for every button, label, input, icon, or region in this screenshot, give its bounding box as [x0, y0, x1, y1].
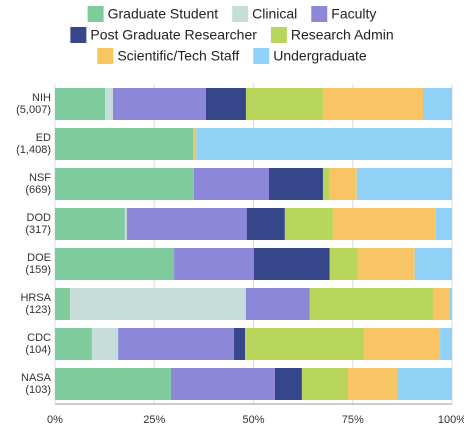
- legend-label: Scientific/Tech Staff: [117, 48, 239, 64]
- bar-segment: [440, 328, 452, 360]
- legend-label: Research Admin: [291, 27, 394, 43]
- bar-segment: [398, 368, 452, 400]
- bar-segment: [322, 88, 424, 120]
- bar-segment: [268, 168, 323, 200]
- bar-segment: [234, 328, 246, 360]
- bar-segment: [357, 248, 415, 280]
- bar-segment: [174, 248, 254, 280]
- category-label: (123): [25, 304, 51, 316]
- x-tick-label: 0%: [47, 414, 63, 426]
- bar-segment: [329, 248, 358, 280]
- category-label: HRSA: [20, 292, 51, 304]
- category-label: NIH: [32, 92, 51, 104]
- bar-segment: [328, 168, 357, 200]
- bar-segment: [246, 208, 285, 240]
- legend-label: Graduate Student: [108, 6, 219, 22]
- legend-swatch: [97, 48, 114, 64]
- category-label: (104): [25, 344, 51, 356]
- legend-label: Faculty: [331, 6, 376, 22]
- bar-segment: [91, 328, 119, 360]
- category-label: (5,007): [16, 104, 51, 116]
- category-label: (317): [25, 224, 51, 236]
- legend-swatch: [311, 6, 328, 22]
- bar-segment: [118, 328, 235, 360]
- legend-swatch: [87, 6, 104, 22]
- legend-label: Post Graduate Researcher: [90, 27, 257, 43]
- bar-segment: [105, 88, 113, 120]
- bar-segment: [322, 168, 329, 200]
- category-label: (1,408): [16, 144, 51, 156]
- bar-segment: [194, 128, 197, 160]
- bar-segment: [347, 368, 399, 400]
- bar-segment: [55, 128, 194, 160]
- bar-segment: [193, 168, 269, 200]
- legend-swatch: [70, 27, 87, 43]
- bar-segment: [245, 328, 365, 360]
- bar-segment: [274, 368, 302, 400]
- bar-segment: [332, 208, 436, 240]
- bar-segment: [450, 288, 452, 320]
- bar-segment: [55, 288, 71, 320]
- legend-swatch: [270, 27, 287, 43]
- bar-segment: [124, 208, 127, 240]
- bar-segment: [364, 328, 441, 360]
- category-label: (103): [25, 384, 51, 396]
- legend-label: Clinical: [252, 6, 297, 22]
- bar-segment: [55, 368, 171, 400]
- legend-label: Undergraduate: [273, 48, 367, 64]
- bar-segment: [205, 88, 246, 120]
- category-label: (159): [25, 264, 51, 276]
- x-tick-label: 100%: [438, 414, 464, 426]
- bar-segment: [301, 368, 348, 400]
- bar-segment: [432, 288, 451, 320]
- category-label: DOE: [27, 252, 51, 264]
- bar-segment: [55, 328, 92, 360]
- bar-segment: [55, 168, 194, 200]
- x-tick-label: 50%: [242, 414, 264, 426]
- bar-segment: [435, 208, 452, 240]
- category-label: ED: [36, 132, 51, 144]
- bar-segment: [126, 208, 247, 240]
- bar-segment: [414, 248, 452, 280]
- category-label: NASA: [21, 372, 52, 384]
- bar-segment: [284, 208, 333, 240]
- bar-segment: [245, 288, 310, 320]
- bar-segment: [70, 288, 246, 320]
- bar-segment: [55, 208, 125, 240]
- bar-segment: [55, 88, 106, 120]
- bar-segment: [423, 88, 452, 120]
- x-tick-label: 75%: [342, 414, 364, 426]
- x-tick-label: 25%: [143, 414, 165, 426]
- bar-segment: [245, 88, 323, 120]
- category-label: DOD: [27, 212, 52, 224]
- bar-segment: [112, 88, 206, 120]
- category-label: NSF: [29, 172, 51, 184]
- legend-swatch: [253, 48, 270, 64]
- bar-segment: [309, 288, 433, 320]
- bar-segment: [193, 128, 195, 160]
- bar-segment: [196, 128, 452, 160]
- category-label: CDC: [27, 332, 51, 344]
- legend-swatch: [232, 6, 249, 22]
- bar-segment: [170, 368, 275, 400]
- category-label: (669): [25, 184, 51, 196]
- bar-segment: [356, 168, 452, 200]
- bar-segment: [253, 248, 330, 280]
- bar-segment: [55, 248, 175, 280]
